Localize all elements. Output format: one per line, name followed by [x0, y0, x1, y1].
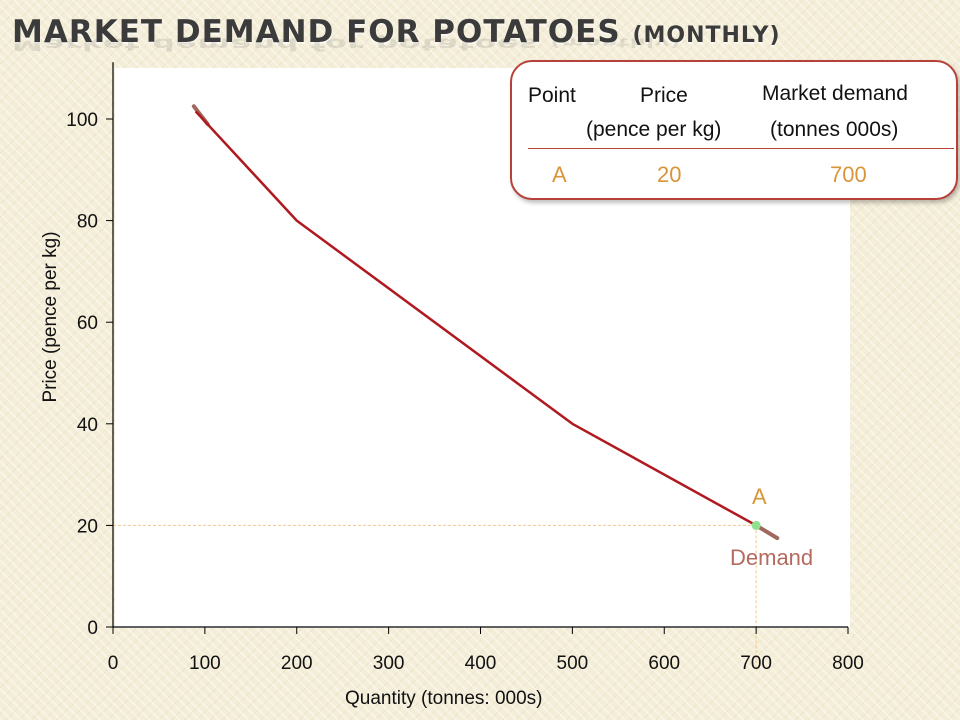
slide-title: Market demand for potatoes (monthly)	[12, 14, 781, 50]
header-price: Price	[640, 84, 688, 107]
x-axis-label: Quantity (tonnes: 000s)	[345, 688, 543, 709]
x-tick-label-300: 300	[373, 653, 405, 674]
y-tick-label-60: 60	[77, 313, 98, 334]
x-tick-label-0: 0	[108, 653, 119, 674]
header-demand-unit: (tonnes 000s)	[770, 118, 899, 141]
header-market-demand: Market demand	[762, 82, 908, 105]
x-tick-label-600: 600	[648, 653, 680, 674]
x-tick-label-700: 700	[740, 653, 772, 674]
x-tick-label-100: 100	[189, 653, 221, 674]
table-divider	[528, 148, 954, 149]
y-tick-label-0: 0	[87, 618, 98, 639]
point-a-marker	[751, 520, 761, 530]
row-a-price: 20	[657, 162, 682, 187]
x-tick-label-800: 800	[832, 653, 864, 674]
x-tick-label-200: 200	[281, 653, 313, 674]
x-tick-label-400: 400	[465, 653, 497, 674]
y-axis-label: Price (pence per kg)	[40, 231, 61, 403]
demand-curve	[194, 110, 757, 527]
demand-schedule-table: Point Price (pence per kg) Market demand…	[510, 60, 958, 200]
demand-curve-label: Demand	[730, 545, 814, 570]
y-tick-label-40: 40	[77, 415, 98, 436]
header-point: Point	[528, 84, 576, 107]
row-a-point: A	[552, 162, 567, 187]
row-a-demand: 700	[830, 162, 867, 187]
y-tick-label-100: 100	[66, 110, 98, 131]
y-tick-label-80: 80	[77, 212, 98, 233]
y-tick-label-20: 20	[77, 516, 98, 537]
header-price-unit: (pence per kg)	[586, 118, 722, 141]
x-tick-label-500: 500	[557, 653, 589, 674]
point-a-label: A	[752, 484, 767, 509]
